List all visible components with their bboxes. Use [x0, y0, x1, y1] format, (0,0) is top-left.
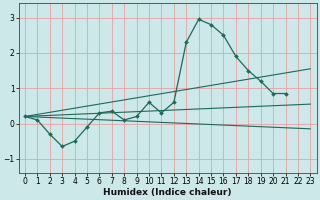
X-axis label: Humidex (Indice chaleur): Humidex (Indice chaleur): [103, 188, 232, 197]
